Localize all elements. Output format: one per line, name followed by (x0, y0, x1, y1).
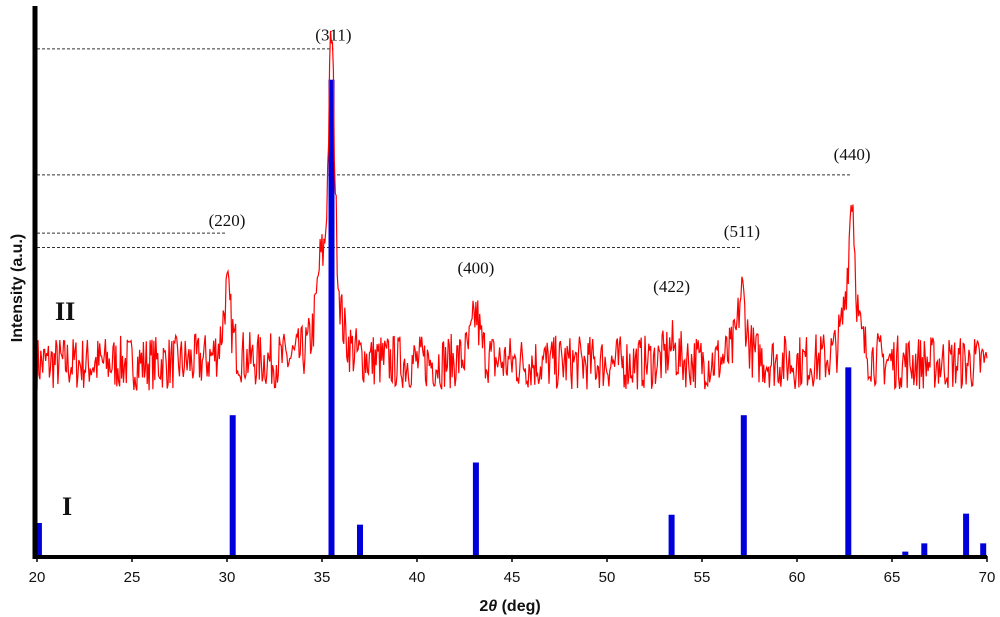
x-tick-label: 70 (979, 569, 996, 586)
reference-stick (902, 551, 909, 556)
peak-label: (440) (834, 145, 871, 164)
reference-stick (845, 367, 852, 556)
series-ii-curve (36, 30, 988, 391)
x-tick-label: 40 (409, 569, 426, 586)
x-tick-label: 65 (884, 569, 901, 586)
x-ticks: 20 25 30 35 40 45 50 55 60 65 70 (29, 556, 996, 586)
reference-stick (472, 462, 479, 556)
x-tick-label: 20 (29, 569, 46, 586)
y-axis-title: Intensity (a.u.) (9, 234, 26, 342)
peak-label: (511) (724, 222, 760, 241)
x-axis-title: 2θ (deg) (479, 598, 540, 615)
x-tick-label: 30 (219, 569, 236, 586)
series-label-i: I (62, 492, 72, 521)
x-tick-label: 50 (599, 569, 616, 586)
peak-label: (400) (457, 258, 494, 277)
reference-stick (740, 415, 747, 556)
reference-stick (357, 524, 363, 556)
reference-stick (668, 514, 675, 556)
x-tick-label: 25 (124, 569, 141, 586)
reference-stick (963, 513, 970, 556)
series-label-ii: II (55, 297, 75, 326)
reference-stick (328, 79, 335, 556)
peak-label: (311) (315, 26, 351, 45)
reference-stick (229, 415, 236, 556)
peak-label: (220) (209, 211, 246, 230)
x-tick-label: 55 (694, 569, 711, 586)
x-tick-label: 35 (314, 569, 331, 586)
reference-stick (35, 523, 42, 556)
x-tick-label: 45 (504, 569, 521, 586)
peak-labels: (220) (311) (400) (422) (511) (440) (209, 26, 871, 296)
peak-label: (422) (653, 277, 690, 296)
reference-stick (921, 543, 928, 556)
reference-sticks (35, 79, 987, 556)
x-tick-label: 60 (789, 569, 806, 586)
guide-lines (37, 48, 853, 248)
reference-stick (980, 543, 987, 556)
